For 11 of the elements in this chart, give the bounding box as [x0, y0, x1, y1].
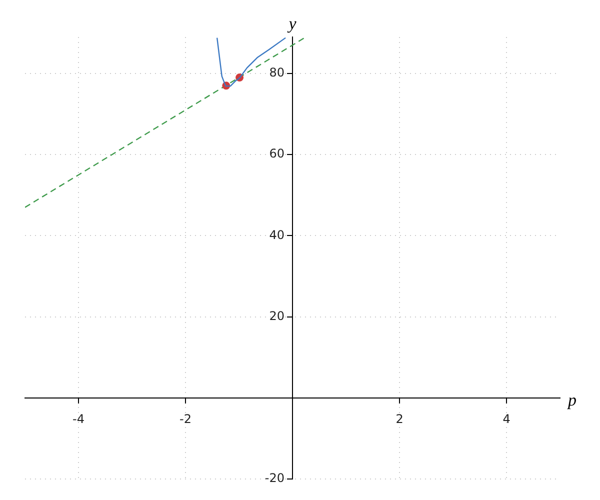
x-tick-label: -2 — [180, 412, 192, 426]
y-axis-title: y — [286, 14, 297, 33]
x-axis-title: p — [567, 390, 576, 410]
x-tick-label: -4 — [72, 412, 84, 426]
y-tick-label: 80 — [269, 66, 284, 80]
x-tick-label: 2 — [396, 412, 404, 426]
y-tick-label: -20 — [264, 471, 284, 486]
x-tick-label: 4 — [502, 412, 510, 426]
y-tick-label: 20 — [269, 308, 284, 323]
y-tick-label: 60 — [269, 146, 284, 161]
y-tick-label: 40 — [269, 228, 284, 242]
